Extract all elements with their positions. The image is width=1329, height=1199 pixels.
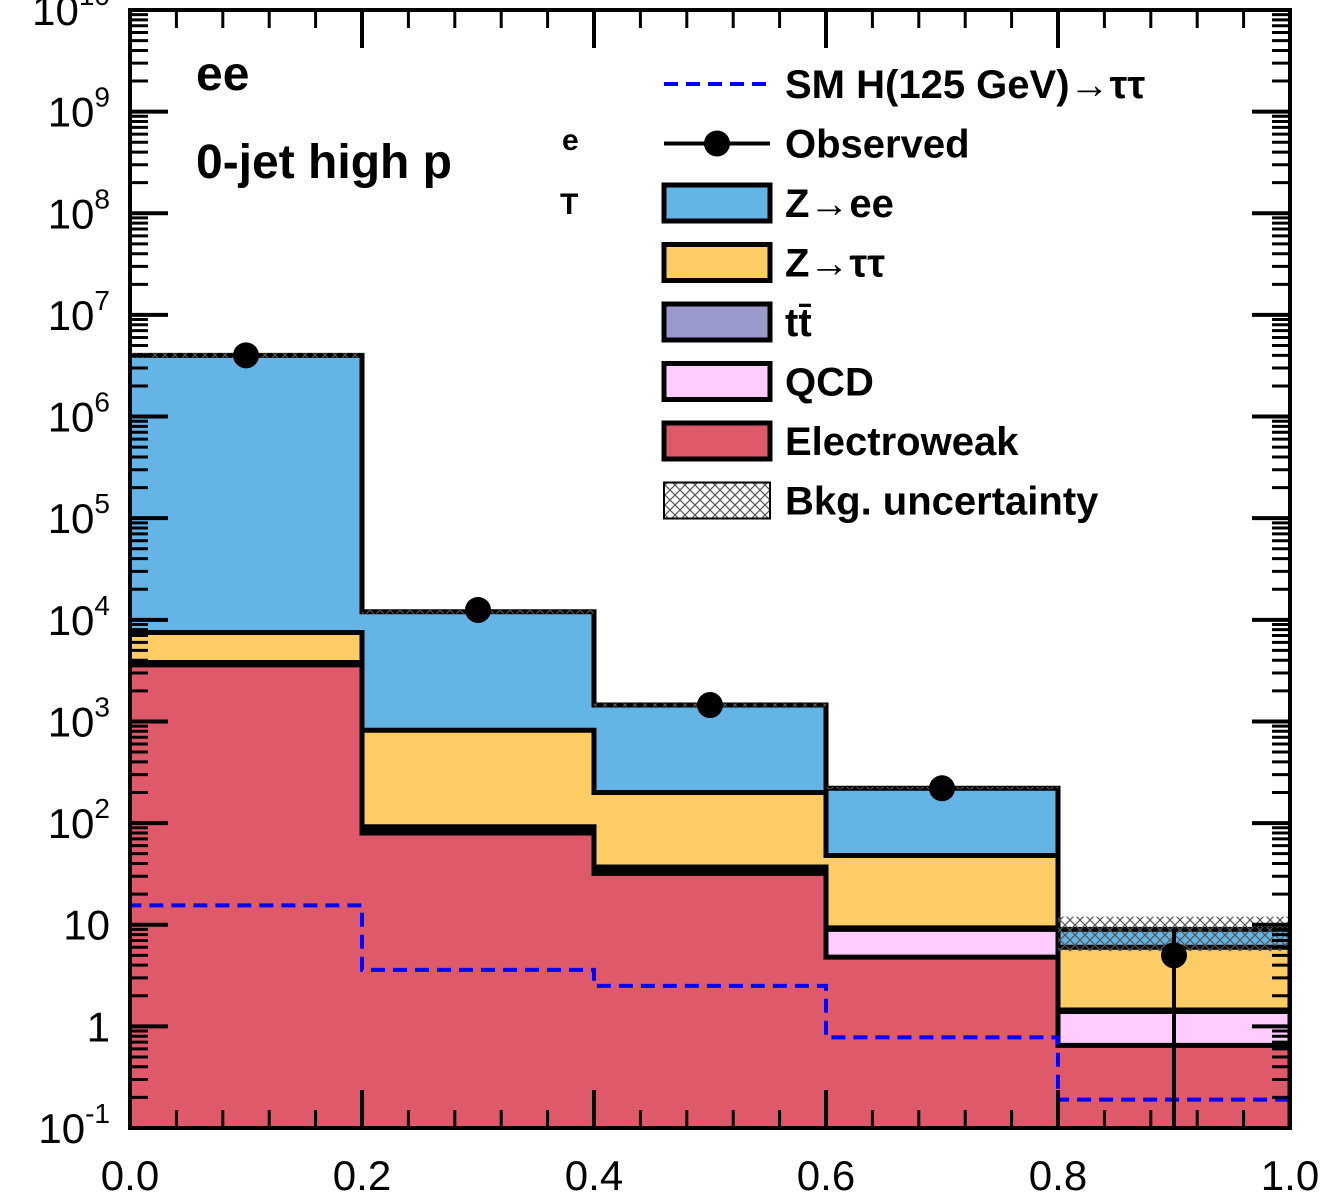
legend-label: Bkg. uncertainty [785,480,1099,524]
y-tick-label-base: 10 [48,698,95,745]
observed-points [233,342,1187,1128]
legend-label: QCD [785,361,874,405]
y-tick-label: 109 [48,82,110,136]
y-tick-label: 104 [48,590,110,644]
signal-dashed-line [130,903,1290,1128]
y-tick-label-base: 1 [87,1003,110,1050]
y-tick-label-exponent: 3 [94,691,110,722]
legend-swatch [661,361,773,402]
y-tick-label-base: 10 [63,902,110,949]
legend-swatch [661,242,773,283]
observed-point-4 [1161,942,1187,969]
x-tick-label: 0.8 [1029,1152,1087,1199]
y-tick-label-base: 10 [48,394,95,441]
y-tick-label-exponent: 10 [79,0,110,11]
y-tick-label-base: 10 [48,495,95,542]
category-label-subscript: T [560,188,578,221]
y-tick-label-base: 10 [48,190,95,237]
legend-label: Z→ττ [785,242,885,286]
legend-label: Electroweak [785,420,1019,464]
y-tick-label: 103 [48,691,110,745]
x-tick-label: 0.0 [101,1152,159,1199]
y-tick-label: 1 [87,1003,110,1050]
y-tick-label-exponent: 7 [94,285,110,316]
x-tick-label: 0.6 [797,1152,855,1199]
bar-Electroweak-bin3 [826,957,1058,1128]
x-tick-label: 1.0 [1261,1152,1319,1199]
y-tick-label-exponent: 4 [94,590,110,621]
x-tick-label: 0.2 [333,1152,391,1199]
legend-swatch [661,182,773,224]
y-tick-label-exponent: 2 [94,793,110,824]
y-tick-label-exponent: 9 [94,82,110,113]
y-tick-label: 10 [63,902,110,949]
y-tick-label-base: 10 [48,292,95,339]
bar-Electroweak-bin0 [130,664,362,1128]
y-tick-label: 106 [48,387,110,441]
y-tick-label: 102 [48,793,110,847]
y-tick-label: 107 [48,285,110,339]
stacked-histogram [130,352,1290,1128]
legend-swatch [661,301,773,343]
y-tick-label: 108 [48,183,110,237]
legend-label: tt̄ [785,301,812,345]
legend-uncertainty-swatch [663,481,771,520]
legend-swatch [661,420,773,462]
y-tick-label-exponent: 5 [94,488,110,519]
outline-Electroweak [130,662,1290,1048]
y-tick-label-exponent: -1 [85,1098,110,1129]
observed-point-2 [697,692,723,719]
y-tick-label-base: 10 [38,1105,85,1152]
bar-Electroweak-bin1 [362,832,594,1128]
y-tick-label-exponent: 6 [94,387,110,418]
signal-line [130,903,1290,1128]
legend-label: Observed [785,123,970,167]
y-tick-label-base: 10 [48,89,95,136]
axis-ticks: 10-111010210310410510610710810910100.00.… [32,0,1319,1199]
legend-label: SM H(125 GeV)→ττ [785,63,1145,107]
plot-frame [128,8,1292,1130]
category-label-superscript: e [562,124,579,157]
category-label-main: 0-jet high p [196,136,452,189]
channel-label: ee [196,48,249,101]
bar-Electroweak-bin2 [594,873,826,1128]
y-tick-label: 10-1 [38,1098,110,1152]
y-tick-label-base: 10 [48,597,95,644]
legend: SM H(125 GeV)→ττ Observed Z→ee Z→ττ tt̄ QCD El… [661,63,1145,524]
legend-observed-marker [704,130,730,157]
y-tick-label: 105 [48,488,110,542]
y-tick-label-exponent: 8 [94,183,110,214]
observed-point-3 [929,775,955,802]
legend-label: Z→ee [785,182,894,226]
observed-point-0 [233,342,259,369]
x-tick-label: 0.4 [565,1152,623,1199]
observed-point-1 [465,596,491,623]
y-tick-label-base: 10 [32,0,79,34]
y-tick-label-base: 10 [48,800,95,847]
